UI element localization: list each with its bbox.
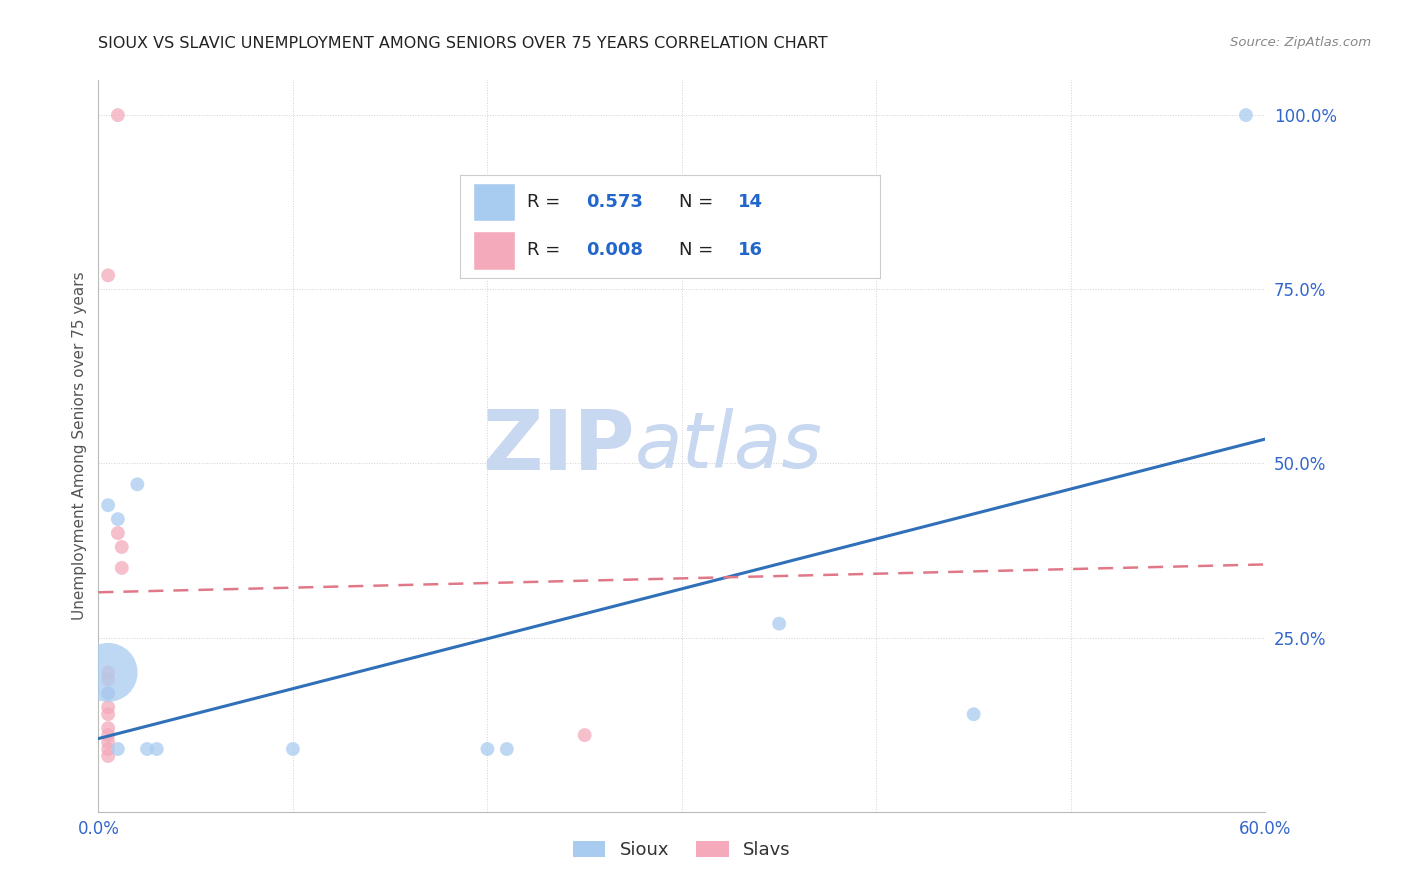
Point xyxy=(477,742,499,756)
Point xyxy=(495,742,517,756)
Point xyxy=(97,673,120,687)
Text: R =: R = xyxy=(527,193,567,211)
Text: N =: N = xyxy=(679,241,718,259)
Text: SIOUX VS SLAVIC UNEMPLOYMENT AMONG SENIORS OVER 75 YEARS CORRELATION CHART: SIOUX VS SLAVIC UNEMPLOYMENT AMONG SENIO… xyxy=(98,36,828,51)
Point xyxy=(281,742,304,756)
Point xyxy=(107,742,129,756)
Point xyxy=(1234,108,1257,122)
Point xyxy=(574,728,596,742)
Text: 14: 14 xyxy=(738,193,762,211)
Point xyxy=(97,498,120,512)
Point xyxy=(97,665,120,680)
Point xyxy=(962,707,984,722)
Point xyxy=(97,735,120,749)
Point xyxy=(127,477,149,491)
Point xyxy=(136,742,159,756)
Point xyxy=(97,728,120,742)
Point xyxy=(107,526,129,541)
Point xyxy=(97,742,120,756)
Text: 16: 16 xyxy=(738,241,762,259)
Point xyxy=(97,268,120,283)
Point xyxy=(111,561,134,575)
Point xyxy=(146,742,169,756)
Text: Source: ZipAtlas.com: Source: ZipAtlas.com xyxy=(1230,36,1371,49)
Text: 0.008: 0.008 xyxy=(586,241,643,259)
Point xyxy=(768,616,790,631)
Text: ZIP: ZIP xyxy=(482,406,636,486)
Text: atlas: atlas xyxy=(636,408,823,484)
Text: R =: R = xyxy=(527,241,567,259)
Point xyxy=(97,686,120,700)
Point xyxy=(97,686,120,700)
Text: 0.573: 0.573 xyxy=(586,193,643,211)
Bar xyxy=(472,231,515,269)
Bar xyxy=(472,183,515,221)
Point xyxy=(97,749,120,764)
Point xyxy=(97,721,120,735)
Point xyxy=(97,700,120,714)
Legend: Sioux, Slavs: Sioux, Slavs xyxy=(564,832,800,869)
Point xyxy=(111,540,134,554)
Point xyxy=(107,108,129,122)
Y-axis label: Unemployment Among Seniors over 75 years: Unemployment Among Seniors over 75 years xyxy=(72,272,87,620)
Point xyxy=(97,665,120,680)
Point xyxy=(107,512,129,526)
Point xyxy=(97,707,120,722)
Text: N =: N = xyxy=(679,193,718,211)
